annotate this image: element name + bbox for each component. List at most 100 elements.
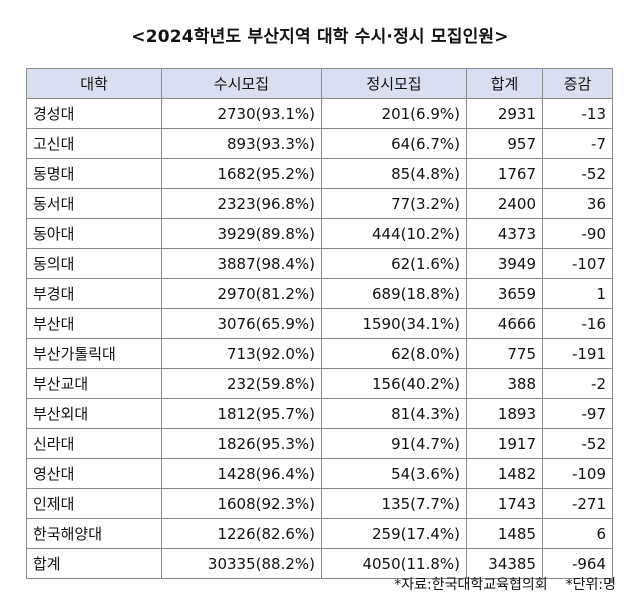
jeongsi-cell: 81(4.3%) — [321, 398, 467, 429]
table-row: 영산대 1428(96.4%) 54(3.6%) 1482 -109 — [26, 458, 613, 489]
university-cell: 경성대 — [26, 98, 162, 129]
jeongsi-cell: 91(4.7%) — [321, 428, 467, 459]
header-total: 합계 — [466, 68, 543, 99]
jeongsi-cell: 135(7.7%) — [321, 488, 467, 519]
change-cell: -97 — [542, 398, 613, 429]
susi-cell: 713(92.0%) — [161, 338, 322, 369]
total-cell: 1482 — [466, 458, 543, 489]
susi-cell: 3929(89.8%) — [161, 218, 322, 249]
page-title: <2024학년도 부산지역 대학 수시·정시 모집인원> — [131, 27, 509, 47]
total-cell: 1485 — [466, 518, 543, 549]
susi-cell: 2323(96.8%) — [161, 188, 322, 219]
university-cell: 동의대 — [26, 248, 162, 279]
susi-cell: 1682(95.2%) — [161, 158, 322, 189]
university-cell: 부산가톨릭대 — [26, 338, 162, 369]
table-row: 신라대 1826(95.3%) 91(4.7%) 1917 -52 — [26, 428, 613, 459]
table-row: 경성대 2730(93.1%) 201(6.9%) 2931 -13 — [26, 98, 613, 129]
jeongsi-cell: 64(6.7%) — [321, 128, 467, 159]
university-cell: 부산교대 — [26, 368, 162, 399]
total-cell: 1743 — [466, 488, 543, 519]
source-note: *자료:한국대학교육협의회 *단위:명 — [376, 574, 616, 594]
jeongsi-cell: 62(8.0%) — [321, 338, 467, 369]
change-cell: -90 — [542, 218, 613, 249]
table-row: 한국해양대 1226(82.6%) 259(17.4%) 1485 6 — [26, 518, 613, 549]
table-row: 동서대 2323(96.8%) 77(3.2%) 2400 36 — [26, 188, 613, 219]
susi-cell: 1428(96.4%) — [161, 458, 322, 489]
source-text: *자료:한국대학교육협의회 — [394, 577, 548, 593]
change-cell: -13 — [542, 98, 613, 129]
susi-cell: 2730(93.1%) — [161, 98, 322, 129]
jeongsi-cell: 62(1.6%) — [321, 248, 467, 279]
university-cell: 동아대 — [26, 218, 162, 249]
change-cell: -109 — [542, 458, 613, 489]
table-row: 인제대 1608(92.3%) 135(7.7%) 1743 -271 — [26, 488, 613, 519]
university-cell: 동명대 — [26, 158, 162, 189]
table-body: 경성대 2730(93.1%) 201(6.9%) 2931 -13 고신대 893(93.… — [26, 98, 613, 579]
total-cell: 1893 — [466, 398, 543, 429]
change-cell: 1 — [542, 278, 613, 309]
university-cell: 신라대 — [26, 428, 162, 459]
susi-cell: 1226(82.6%) — [161, 518, 322, 549]
header-jeongsi: 정시모집 — [321, 68, 467, 99]
university-cell: 부산외대 — [26, 398, 162, 429]
jeongsi-cell: 201(6.9%) — [321, 98, 467, 129]
change-cell: 6 — [542, 518, 613, 549]
university-cell: 동서대 — [26, 188, 162, 219]
total-cell: 2400 — [466, 188, 543, 219]
table-row: 부산가톨릭대 713(92.0%) 62(8.0%) 775 -191 — [26, 338, 613, 369]
change-cell: -2 — [542, 368, 613, 399]
change-cell: -191 — [542, 338, 613, 369]
university-cell: 인제대 — [26, 488, 162, 519]
total-cell: 1767 — [466, 158, 543, 189]
total-cell: 4666 — [466, 308, 543, 339]
header-university: 대학 — [26, 68, 162, 99]
change-cell: -107 — [542, 248, 613, 279]
susi-cell: 3887(98.4%) — [161, 248, 322, 279]
change-cell: -52 — [542, 158, 613, 189]
total-cell: 1917 — [466, 428, 543, 459]
table-row: 동명대 1682(95.2%) 85(4.8%) 1767 -52 — [26, 158, 613, 189]
jeongsi-cell: 54(3.6%) — [321, 458, 467, 489]
header-susi: 수시모집 — [161, 68, 322, 99]
susi-cell: 2970(81.2%) — [161, 278, 322, 309]
header-change: 증감 — [542, 68, 613, 99]
total-cell: 4373 — [466, 218, 543, 249]
university-cell: 한국해양대 — [26, 518, 162, 549]
university-cell: 부산대 — [26, 308, 162, 339]
jeongsi-cell: 85(4.8%) — [321, 158, 467, 189]
jeongsi-cell: 444(10.2%) — [321, 218, 467, 249]
university-cell: 부경대 — [26, 278, 162, 309]
change-cell: -271 — [542, 488, 613, 519]
susi-cell: 232(59.8%) — [161, 368, 322, 399]
susi-cell: 1608(92.3%) — [161, 488, 322, 519]
susi-cell: 3076(65.9%) — [161, 308, 322, 339]
university-cell: 고신대 — [26, 128, 162, 159]
total-cell: 388 — [466, 368, 543, 399]
total-cell: 34385 — [466, 548, 543, 579]
total-cell: 957 — [466, 128, 543, 159]
admissions-table: 대학 수시모집 정시모집 합계 증감 경성대 2730(93.1%) 201(6.9… — [26, 68, 613, 579]
table-row: 부산교대 232(59.8%) 156(40.2%) 388 -2 — [26, 368, 613, 399]
change-cell: -16 — [542, 308, 613, 339]
table-row: 부산외대 1812(95.7%) 81(4.3%) 1893 -97 — [26, 398, 613, 429]
total-cell: 3659 — [466, 278, 543, 309]
table-row: 동아대 3929(89.8%) 444(10.2%) 4373 -90 — [26, 218, 613, 249]
jeongsi-cell: 77(3.2%) — [321, 188, 467, 219]
university-cell: 영산대 — [26, 458, 162, 489]
table-row: 부경대 2970(81.2%) 689(18.8%) 3659 1 — [26, 278, 613, 309]
change-cell: -964 — [542, 548, 613, 579]
total-cell: 2931 — [466, 98, 543, 129]
susi-cell: 1826(95.3%) — [161, 428, 322, 459]
susi-cell: 893(93.3%) — [161, 128, 322, 159]
jeongsi-cell: 156(40.2%) — [321, 368, 467, 399]
total-cell: 775 — [466, 338, 543, 369]
table-row: 동의대 3887(98.4%) 62(1.6%) 3949 -107 — [26, 248, 613, 279]
jeongsi-cell: 1590(34.1%) — [321, 308, 467, 339]
jeongsi-cell: 689(18.8%) — [321, 278, 467, 309]
table-row: 부산대 3076(65.9%) 1590(34.1%) 4666 -16 — [26, 308, 613, 339]
table-header-row: 대학 수시모집 정시모집 합계 증감 — [26, 68, 613, 99]
table-total-row: 합계 30335(88.2%) 4050(11.8%) 34385 -964 — [26, 548, 613, 579]
jeongsi-cell: 259(17.4%) — [321, 518, 467, 549]
susi-cell: 1812(95.7%) — [161, 398, 322, 429]
unit-text: *단위:명 — [565, 577, 616, 593]
